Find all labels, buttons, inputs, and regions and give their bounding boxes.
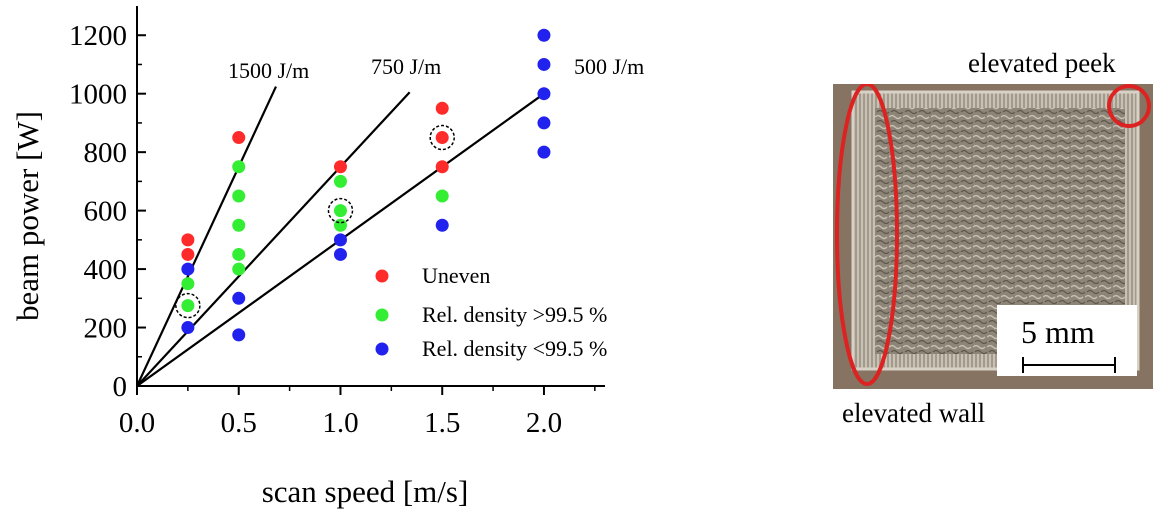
data-point	[333, 233, 347, 247]
data-point	[333, 218, 347, 232]
energy-line-label: 500 J/m	[574, 54, 644, 79]
data-point	[333, 204, 347, 218]
scatter-chart: 0 200 400 600 800 1000 1200 0.0 0.5 1.0 1.5 2.0 scan…	[10, 6, 644, 509]
data-point	[537, 145, 551, 159]
x-tick-label: 0.5	[221, 407, 257, 439]
highlight-circle	[429, 124, 455, 151]
highlight-circle	[327, 197, 354, 224]
x-axis-label: scan speed [m/s]	[262, 474, 469, 509]
data-point	[232, 247, 246, 261]
x-tick-label: 2.0	[526, 407, 562, 439]
y-tick-label: 1000	[69, 79, 127, 111]
data-point	[537, 116, 551, 130]
y-axis-label: beam power [W]	[10, 111, 45, 321]
legend-label: Rel. density >99.5 %	[422, 302, 607, 327]
data-point	[181, 277, 195, 291]
y-tick-label: 600	[84, 196, 128, 228]
data-point	[435, 131, 449, 145]
x-tick-label: 1.0	[322, 407, 358, 439]
sample-photo	[833, 84, 1153, 389]
energy-line	[136, 86, 277, 387]
data-point	[181, 247, 195, 261]
wall-highlight-ellipse	[835, 84, 899, 386]
peek-highlight-circle	[1107, 84, 1151, 128]
y-tick-label: 0	[113, 371, 128, 403]
data-point	[435, 160, 449, 174]
data-point	[232, 291, 246, 305]
y-tick-label: 200	[84, 313, 128, 345]
sample-photo-panel: 5 mm	[833, 84, 1153, 389]
data-point	[232, 131, 246, 145]
highlight-circle	[175, 292, 201, 319]
data-point	[537, 87, 551, 101]
data-point	[232, 189, 246, 203]
data-point	[181, 233, 195, 247]
data-point	[333, 174, 347, 188]
data-point	[232, 328, 246, 342]
energy-line-label: 1500 J/m	[228, 58, 309, 83]
data-point	[232, 160, 246, 174]
y-tick-label: 400	[84, 254, 128, 286]
data-point	[181, 262, 195, 276]
y-tick-label: 800	[84, 137, 128, 169]
energy-line-label: 750 J/m	[371, 54, 441, 79]
y-tick-label: 1200	[69, 20, 127, 52]
data-point	[181, 321, 195, 335]
data-point	[181, 299, 195, 313]
legend-marker	[375, 308, 389, 322]
data-point	[537, 57, 551, 71]
elevated-wall-label: elevated wall	[842, 398, 986, 428]
legend-marker	[375, 269, 389, 283]
sample-edge-highlight	[851, 90, 1140, 371]
data-point	[333, 160, 347, 174]
data-point	[232, 262, 246, 276]
data-point	[333, 247, 347, 261]
data-point	[435, 101, 449, 115]
data-point	[435, 218, 449, 232]
legend-label: Rel. density <99.5 %	[422, 336, 607, 361]
legend-marker	[375, 342, 389, 356]
energy-line	[136, 91, 411, 387]
data-point	[537, 28, 551, 42]
elevated-peek-label: elevated peek	[968, 48, 1116, 78]
x-tick-label: 1.5	[424, 407, 460, 439]
data-point	[232, 218, 246, 232]
x-tick-label: 0.0	[119, 407, 155, 439]
scale-bar-label: 5 mm	[1021, 314, 1095, 350]
data-point	[435, 189, 449, 203]
legend-label: Uneven	[422, 263, 490, 288]
